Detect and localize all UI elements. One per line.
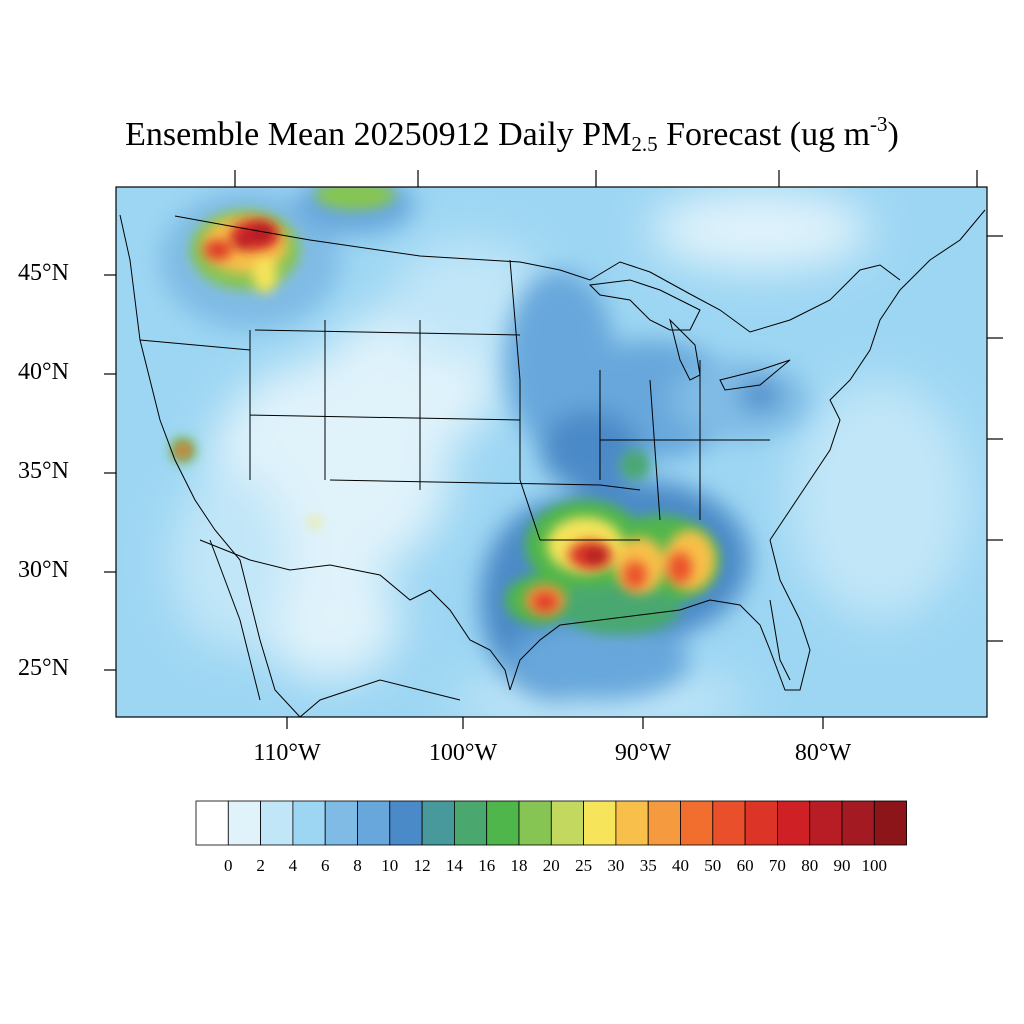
concentration-field	[116, 187, 987, 717]
colorbar-swatch	[841, 800, 875, 846]
colorbar-tick-label: 14	[445, 856, 463, 875]
colorbar-tick-label: 25	[575, 856, 593, 875]
colorbar-tick-label: 18	[510, 856, 528, 875]
lon-label-90w: 90°W	[614, 740, 672, 766]
colorbar-swatch	[453, 800, 488, 846]
colorbar-swatch	[486, 800, 520, 846]
colorbar-swatch	[389, 800, 423, 846]
colorbar-tick-label: 2	[256, 856, 265, 875]
plot-frame	[115, 186, 988, 718]
colorbar-tick-label: 0	[224, 856, 233, 875]
colorbar-swatch	[518, 800, 552, 846]
colorbar-swatch	[195, 800, 229, 846]
axis-ticks	[104, 170, 1003, 729]
colorbar-tick-label: 35	[639, 856, 657, 875]
colorbar-tick-label: 12	[413, 856, 431, 875]
colorbar-tick-label: 8	[353, 856, 362, 875]
colorbar-tick-label: 40	[672, 856, 689, 875]
colorbar-tick-label: 20	[542, 856, 560, 875]
colorbar-swatch	[292, 800, 326, 846]
lat-label-45n: 45°N	[18, 260, 69, 286]
colorbar-swatch	[647, 800, 681, 846]
lon-label-80w: 80°W	[794, 740, 852, 766]
colorbar-swatch	[777, 800, 811, 846]
lat-label-35n: 35°N	[18, 458, 69, 484]
lat-label-25n: 25°N	[18, 655, 69, 681]
colorbar-swatch	[712, 800, 746, 846]
colorbar-swatch	[324, 800, 358, 846]
colorbar-tick-label: 80	[801, 856, 819, 875]
colorbar-tick-label: 100	[861, 856, 888, 875]
lon-label-100w: 100°W	[428, 740, 498, 766]
colorbar-tick-label: 30	[607, 856, 625, 875]
colorbar	[195, 800, 907, 846]
colorbar-swatch	[550, 800, 584, 846]
colorbar-tick-label: 4	[288, 856, 298, 875]
colorbar-swatch	[873, 800, 907, 846]
colorbar-tick-label: 50	[704, 856, 722, 875]
colorbar-swatch	[809, 800, 843, 846]
map-title: Ensemble Mean 20250912 Daily PM2.5 Forec…	[125, 112, 899, 156]
colorbar-tick-label: 70	[768, 856, 786, 875]
colorbar-tick-label: 16	[478, 856, 496, 875]
colorbar-swatch	[583, 800, 617, 846]
boundaries	[119, 209, 986, 717]
lon-label-110w: 110°W	[253, 740, 321, 766]
colorbar-tick-label: 60	[736, 856, 754, 875]
colorbar-tick-label: 90	[833, 856, 851, 875]
colorbar-swatch	[744, 800, 778, 846]
colorbar-swatch	[680, 800, 714, 846]
colorbar-swatch	[421, 800, 455, 846]
colorbar-tick-label: 10	[381, 856, 399, 875]
colorbar-swatch	[227, 800, 262, 846]
colorbar-tick-label: 6	[320, 856, 330, 875]
colorbar-swatch	[260, 800, 294, 846]
lat-label-30n: 30°N	[18, 557, 69, 583]
lat-label-40n: 40°N	[18, 359, 69, 385]
colorbar-swatch	[357, 800, 391, 846]
colorbar-swatch	[615, 800, 649, 846]
